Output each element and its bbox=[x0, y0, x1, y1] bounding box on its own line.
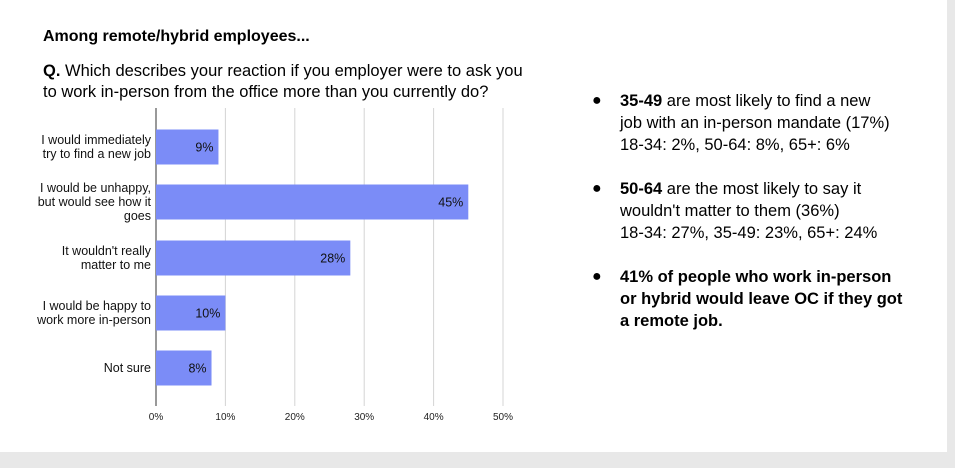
category-label: I would be happy to work more in-person bbox=[36, 299, 151, 327]
finding-item: ● 41% of people who work in-person or hybr… bbox=[592, 266, 912, 332]
question-line-1: Which describes your reaction if you emp… bbox=[65, 62, 523, 80]
category-label: I would immediately try to find a new job bbox=[41, 133, 152, 161]
finding-age-group: 50-64 bbox=[620, 180, 663, 198]
finding-line: 41% of people who work in-person bbox=[620, 268, 892, 286]
category-label: I would be unhappy, but would see how it g… bbox=[38, 181, 152, 223]
x-tick-label: 50% bbox=[493, 412, 513, 423]
bar bbox=[156, 184, 469, 220]
bar-value-label: 8% bbox=[188, 362, 206, 376]
finding-line: or hybrid would leave OC if they got bbox=[620, 290, 903, 308]
bar bbox=[156, 129, 219, 165]
bar bbox=[156, 295, 226, 331]
finding-item: ● 35-49 are most likely to find a new job … bbox=[592, 90, 912, 156]
bullet-dot-icon: ● bbox=[592, 180, 602, 197]
x-tick-label: 40% bbox=[424, 412, 444, 423]
bar-value-label: 28% bbox=[320, 252, 345, 266]
bar-value-label: 10% bbox=[195, 307, 220, 321]
finding-item: ● 50-64 are the most likely to say it woul… bbox=[592, 178, 912, 244]
x-tick-label: 0% bbox=[149, 412, 164, 423]
finding-line: 18-34: 2%, 50-64: 8%, 65+: 6% bbox=[620, 136, 850, 154]
finding-age-group: 35-49 bbox=[620, 92, 663, 110]
x-tick-label: 10% bbox=[215, 412, 235, 423]
x-tick-label: 30% bbox=[354, 412, 374, 423]
category-label: It wouldn't really matter to me bbox=[62, 244, 152, 272]
bar bbox=[156, 350, 212, 386]
bar-chart: 0% 10% 20% 30% 40% 50% 9% I would immediately tr… bbox=[36, 108, 513, 423]
finding-line: job with an in-person mandate (17%) bbox=[620, 114, 890, 132]
slide: Among remote/hybrid employees... Q. Whic… bbox=[0, 0, 947, 452]
bar-value-label: 45% bbox=[438, 196, 463, 210]
question-line-2: to work in-person from the office more t… bbox=[43, 83, 489, 101]
x-tick-label: 20% bbox=[285, 412, 305, 423]
finding-line: wouldn't matter to them (36%) bbox=[620, 202, 840, 220]
bar bbox=[156, 240, 351, 276]
finding-line: 18-34: 27%, 35-49: 23%, 65+: 24% bbox=[620, 224, 878, 242]
bar-value-label: 9% bbox=[195, 141, 213, 155]
findings-list: ● 35-49 are most likely to find a new job … bbox=[592, 90, 912, 354]
finding-line: 50-64 are the most likely to say it bbox=[620, 180, 862, 198]
question-text: Q. Which describes your reaction if you … bbox=[43, 61, 543, 103]
bullet-dot-icon: ● bbox=[592, 268, 602, 285]
category-label: Not sure bbox=[104, 361, 151, 375]
finding-line: a remote job. bbox=[620, 312, 723, 330]
slide-heading: Among remote/hybrid employees... bbox=[43, 28, 310, 45]
finding-line: 35-49 are most likely to find a new bbox=[620, 92, 871, 110]
bullet-dot-icon: ● bbox=[592, 92, 602, 109]
question-prefix: Q. bbox=[43, 62, 61, 80]
